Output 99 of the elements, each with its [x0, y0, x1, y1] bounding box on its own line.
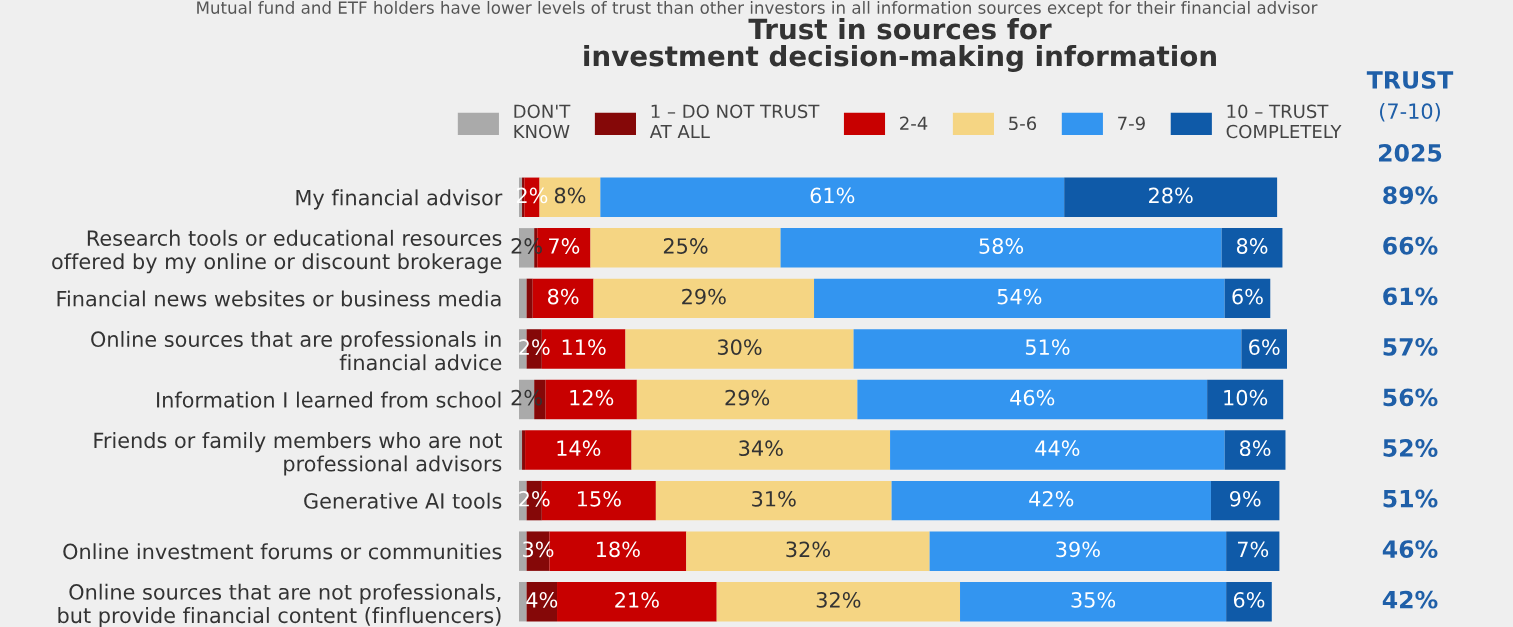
data-label: 29% — [682, 288, 726, 305]
data-label: 51% — [1025, 339, 1070, 355]
bar — [1221, 228, 1283, 268]
data-label: 29% — [725, 389, 770, 406]
data-label: 4% — [526, 592, 558, 608]
data-label: 34% — [739, 440, 783, 457]
y-tick-label: Research tools or educational resources offered by my online or discount brokerage — [52, 229, 502, 274]
bar — [590, 228, 781, 268]
data-label: 54% — [997, 288, 1042, 305]
bar — [960, 582, 1227, 622]
data-label: 42% — [1029, 490, 1074, 507]
bar — [780, 228, 1222, 268]
data-label: 8% — [1239, 440, 1271, 457]
legend-label: 10 – TRUST COMPLETELY — [1226, 104, 1342, 139]
bar — [525, 430, 632, 470]
data-label: 9% — [1229, 490, 1261, 507]
data-label: 8% — [547, 288, 579, 305]
text: TRUST — [1366, 70, 1454, 89]
y-tick-label: My financial advisor — [296, 189, 503, 210]
bar — [814, 278, 1225, 319]
bar — [686, 531, 930, 571]
data-label: 8% — [554, 187, 586, 204]
data-label: 6% — [1232, 288, 1263, 305]
data-label: 25% — [663, 238, 708, 254]
data-label: 58% — [979, 238, 1024, 254]
y-tick-label: Generative AI tools — [304, 492, 502, 509]
text: 66% — [1383, 236, 1438, 255]
bar — [1207, 379, 1284, 420]
data-label: 61% — [810, 187, 855, 204]
y-tick-label: Financial news websites or business media — [57, 290, 501, 307]
text: 51% — [1383, 489, 1438, 508]
data-label: 6% — [1249, 339, 1280, 355]
bar — [1226, 582, 1272, 622]
legend-label: 7-9 — [1118, 116, 1145, 131]
text: (7-10) — [1380, 102, 1440, 122]
bar — [857, 379, 1208, 420]
text: 56% — [1383, 388, 1438, 407]
bar — [593, 278, 815, 319]
data-label: 39% — [1056, 541, 1100, 558]
bar — [519, 278, 527, 319]
data-label: 14% — [557, 440, 601, 457]
bar — [890, 430, 1225, 470]
data-label: 31% — [752, 490, 796, 507]
bar — [1064, 177, 1278, 217]
text: 89% — [1383, 186, 1438, 205]
y-tick-label: Information I learned from school — [157, 391, 501, 408]
bar — [655, 480, 892, 521]
bar — [1226, 531, 1280, 571]
legend-label: 1 – DO NOT TRUST AT ALL — [649, 104, 820, 139]
bar — [1241, 329, 1287, 369]
text: 42% — [1382, 590, 1438, 609]
text: 46% — [1382, 540, 1438, 559]
data-label: 28% — [1149, 187, 1193, 204]
data-label: 18% — [596, 541, 640, 558]
data-label: 35% — [1071, 592, 1116, 608]
data-label: 46% — [1010, 389, 1055, 406]
text: Mutual fund and ETF holders have lower levels of trust than other investors in all information sources except for their financial advisor — [197, 1, 1318, 18]
legend-label: DON'T KNOW — [514, 104, 571, 139]
data-label: 2% — [511, 389, 542, 406]
bar — [625, 329, 854, 369]
data-label: 7% — [1237, 541, 1269, 558]
bar — [600, 177, 1065, 217]
bar — [929, 531, 1227, 571]
y-tick-label: Online sources that are professionals in financial advice — [91, 330, 502, 371]
data-label: 12% — [570, 389, 614, 406]
data-label: 15% — [577, 490, 621, 507]
bar — [519, 582, 527, 622]
text: 61% — [1383, 287, 1438, 306]
y-tick-label: Online investment forums or communities — [63, 543, 502, 560]
bar — [891, 480, 1211, 521]
data-label: 30% — [717, 339, 762, 355]
data-label: 32% — [816, 592, 861, 608]
data-label: 8% — [1236, 238, 1268, 254]
data-label: 32% — [786, 541, 830, 558]
data-label: 7% — [549, 238, 580, 254]
data-label: 44% — [1035, 440, 1080, 457]
data-label: 11% — [562, 339, 606, 355]
data-label: 21% — [615, 592, 659, 608]
data-label: 10% — [1224, 389, 1268, 406]
bar — [636, 379, 858, 420]
legend-label: 5-6 — [1009, 116, 1037, 131]
bar — [1210, 480, 1280, 521]
bar — [532, 278, 594, 319]
text: 2025 — [1379, 143, 1442, 162]
text: 52% — [1383, 439, 1438, 457]
legend-label: 2-4 — [900, 116, 928, 130]
data-label: 6% — [1233, 592, 1265, 608]
y-tick-label: Online sources that are not professionals, but provide financial content (finfluencers) — [58, 583, 501, 627]
bar — [557, 582, 717, 622]
y-tick-label: Friends or family members who are not professional advisors — [94, 432, 502, 476]
bar — [545, 379, 637, 420]
text: 57% — [1383, 337, 1438, 356]
bar — [631, 430, 891, 470]
bar — [1224, 430, 1286, 470]
bar — [716, 582, 961, 622]
chart-title: Trust in sources for investment decision-making information — [584, 18, 1216, 72]
data-label: 2% — [511, 238, 542, 254]
bar — [853, 329, 1242, 369]
bar — [526, 278, 533, 319]
